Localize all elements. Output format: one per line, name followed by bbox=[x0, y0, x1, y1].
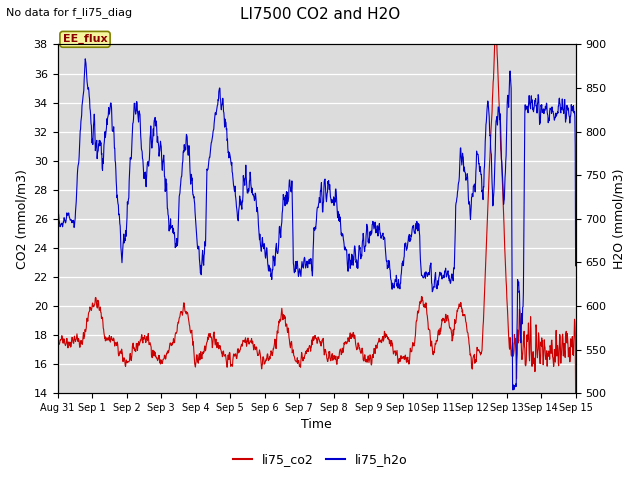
Y-axis label: H2O (mmol/m3): H2O (mmol/m3) bbox=[612, 168, 625, 269]
Text: No data for f_li75_diag: No data for f_li75_diag bbox=[6, 7, 132, 18]
X-axis label: Time: Time bbox=[301, 419, 332, 432]
Y-axis label: CO2 (mmol/m3): CO2 (mmol/m3) bbox=[15, 169, 28, 269]
Text: EE_flux: EE_flux bbox=[63, 34, 108, 45]
Text: LI7500 CO2 and H2O: LI7500 CO2 and H2O bbox=[240, 7, 400, 22]
Legend: li75_co2, li75_h2o: li75_co2, li75_h2o bbox=[228, 448, 412, 471]
